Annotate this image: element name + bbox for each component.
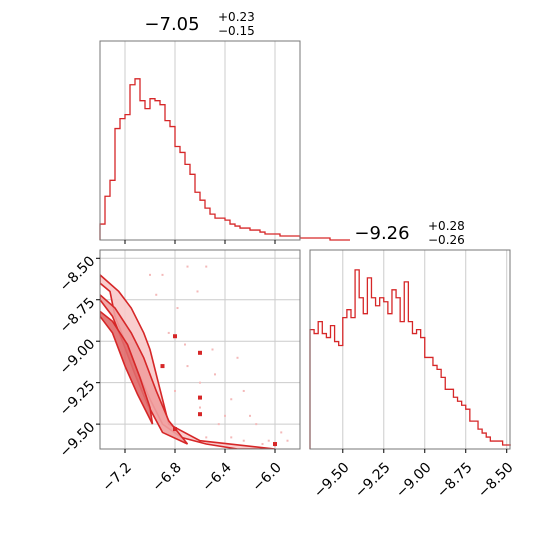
title-lower-error: −0.26 (428, 233, 465, 247)
sample-point (205, 265, 208, 268)
outlier-point (198, 350, 202, 355)
sample-point (176, 307, 179, 310)
outlier-point (198, 395, 202, 400)
contour-panel: −7.2 −6.8 −6.4 −6.0 −8.50−8.75−9.00−9.25−9.5… (57, 249, 301, 495)
x-tick-label: −7.2 (100, 460, 135, 495)
sample-point (186, 365, 189, 368)
sample-point (186, 265, 189, 268)
x-tick-label: −9.50 (311, 460, 353, 502)
histogram-series (99, 78, 350, 241)
axes-frame (99, 40, 301, 241)
outlier-point (173, 427, 177, 432)
sample-point (230, 398, 233, 401)
sample-point (155, 293, 158, 296)
outlier-point (198, 412, 202, 417)
sample-point (205, 436, 208, 439)
sample-point (267, 439, 270, 442)
x-tick-label: −6.8 (150, 460, 185, 495)
outlier-point (173, 334, 177, 339)
sample-point (224, 414, 226, 417)
x-tick-label: −8.50 (475, 460, 517, 502)
sample-point (242, 389, 245, 392)
y-tick-label: −8.75 (57, 295, 99, 337)
panel-title: −7.05 (144, 14, 199, 35)
y-tick-label: −9.25 (57, 378, 99, 420)
title-upper-error: +0.28 (428, 219, 465, 233)
sample-point (249, 414, 251, 417)
contour-level (100, 293, 189, 445)
x-tick-label: −8.75 (434, 460, 476, 502)
sample-point (214, 373, 216, 376)
y-tick-label: −9.00 (57, 336, 99, 378)
sample-point (286, 439, 289, 442)
outlier-point (160, 364, 165, 369)
sample-point (236, 356, 239, 359)
sample-point (261, 443, 264, 446)
x-tick-label: −6.0 (250, 460, 285, 495)
sample-point (217, 423, 220, 426)
axes-frame (309, 249, 511, 450)
contour-area (100, 265, 289, 449)
sample-point (199, 406, 201, 409)
sample-point (167, 331, 170, 334)
axes-frame (99, 249, 301, 450)
x-tick-label: −9.25 (352, 460, 394, 502)
y-tick-label: −8.50 (57, 253, 99, 295)
sample-point (230, 436, 233, 439)
histogram-series (309, 269, 511, 449)
contour-level (100, 310, 154, 425)
sample-point (149, 273, 151, 276)
histogram-panel-x: −7.05 +0.23−0.15 (99, 10, 350, 244)
y-tick-label: −9.50 (57, 419, 99, 461)
sample-point (196, 290, 199, 293)
title-upper-error: +0.23 (218, 10, 255, 24)
x-tick-label: −9.00 (393, 460, 435, 502)
sample-point (211, 348, 214, 351)
sample-point (184, 343, 186, 346)
sample-point (255, 423, 258, 426)
panel-title: −9.26 (354, 223, 409, 244)
sample-point (161, 273, 164, 276)
x-tick-label: −6.4 (200, 460, 235, 495)
title-lower-error: −0.15 (218, 24, 255, 38)
sample-point (199, 381, 201, 384)
outlier-point (273, 442, 277, 447)
histogram-panel-y: −9.26 +0.28−0.26 −9.50 −9.25 −9.00 −8.75 −8.50 (309, 219, 517, 502)
sample-point (174, 389, 176, 392)
sample-point (280, 431, 283, 434)
sample-point (242, 439, 245, 442)
